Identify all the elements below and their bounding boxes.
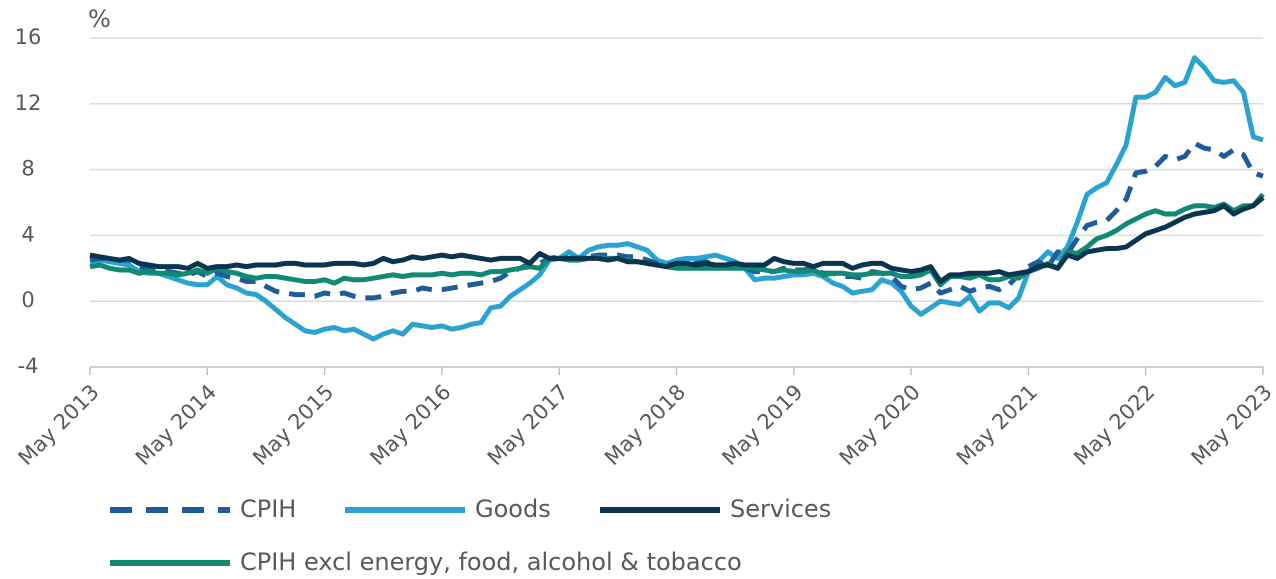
x-tick-label: May 2017 <box>483 380 573 470</box>
y-tick-label: 0 <box>21 288 34 312</box>
x-tick-label: May 2023 <box>1187 380 1276 470</box>
series-line <box>89 195 1265 284</box>
x-tick-label: May 2020 <box>835 380 925 470</box>
y-tick-label: 16 <box>15 25 42 49</box>
series-line <box>89 55 1264 342</box>
x-tick-label: May 2016 <box>365 380 455 470</box>
y-tick-label: 4 <box>21 222 34 246</box>
x-tick-label: May 2018 <box>600 380 690 470</box>
x-tick-label: May 2013 <box>14 380 104 470</box>
legend-label: Goods <box>475 495 551 523</box>
x-tick-label: May 2019 <box>717 380 807 470</box>
y-tick-label: 8 <box>21 157 34 181</box>
y-tick-label: 12 <box>15 91 42 115</box>
y-axis-label: % <box>88 5 111 33</box>
legend-label: CPIH <box>240 495 296 523</box>
legend-label: Services <box>730 495 831 523</box>
x-tick-label: May 2021 <box>952 380 1042 470</box>
x-tick-label: May 2022 <box>1069 380 1159 470</box>
series-line <box>89 192 1265 288</box>
x-tick-label: May 2015 <box>248 380 338 470</box>
legend-label: CPIH excl energy, food, alcohol & tobacc… <box>240 548 742 576</box>
x-tick-label: May 2014 <box>131 380 221 470</box>
y-tick-label: -4 <box>18 354 39 378</box>
